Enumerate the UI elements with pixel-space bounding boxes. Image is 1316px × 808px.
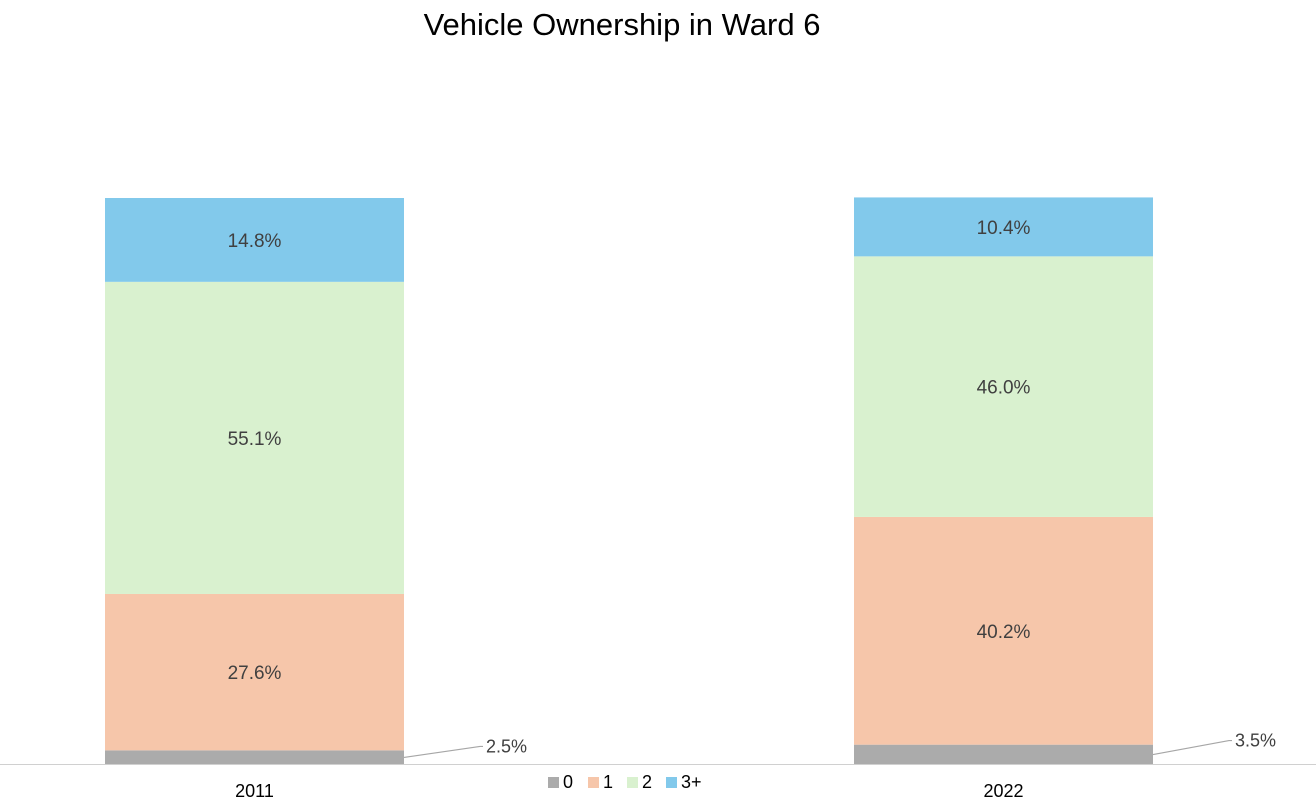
bar-segment-2011-3+: [105, 198, 404, 282]
data-label-2022-1: 40.2%: [977, 622, 1031, 643]
legend-label-3+: 3+: [681, 772, 702, 792]
callout-line-2022-0: [1152, 739, 1232, 756]
data-label-2022-2: 46.0%: [977, 378, 1031, 399]
legend-swatch-3+: [666, 777, 677, 788]
bar-segment-2022-0: [854, 744, 1153, 765]
x-tick-label-2022: 2022: [983, 781, 1023, 801]
data-label-2022-3+: 10.4%: [977, 218, 1031, 239]
legend-swatch-0: [548, 777, 559, 788]
data-labels-layer: 2.5% 27.6% 55.1% 14.8% 3.5% 40.2% 46.0% 10.4%: [228, 218, 1276, 759]
x-tick-labels-layer: 2011 2022: [235, 781, 1023, 801]
bars-layer: [105, 197, 1153, 765]
legend-swatch-1: [588, 777, 599, 788]
data-label-2011-0: 2.5%: [486, 736, 527, 756]
legend-label-0: 0: [563, 772, 573, 792]
x-tick-label-2011: 2011: [235, 781, 274, 801]
callout-line-2011-0: [403, 745, 483, 759]
bar-segment-2022-2: [854, 256, 1153, 517]
legend-label-1: 1: [603, 772, 613, 792]
bar-segment-2022-1: [854, 516, 1153, 745]
data-label-2022-0: 3.5%: [1235, 731, 1276, 751]
bar-segment-2011-0: [105, 750, 404, 765]
bar-segment-2011-2: [105, 281, 404, 594]
chart-title: Vehicle Ownership in Ward 6: [424, 7, 821, 42]
data-label-2011-2: 55.1%: [228, 429, 282, 450]
data-label-2011-3+: 14.8%: [228, 231, 282, 252]
legend: 0 1 2 3+: [548, 772, 702, 792]
legend-label-2: 2: [642, 772, 652, 792]
data-label-2011-1: 27.6%: [228, 663, 282, 684]
legend-swatch-2: [627, 777, 638, 788]
bar-segment-2011-1: [105, 593, 404, 751]
bar-segment-2022-3+: [854, 197, 1153, 257]
